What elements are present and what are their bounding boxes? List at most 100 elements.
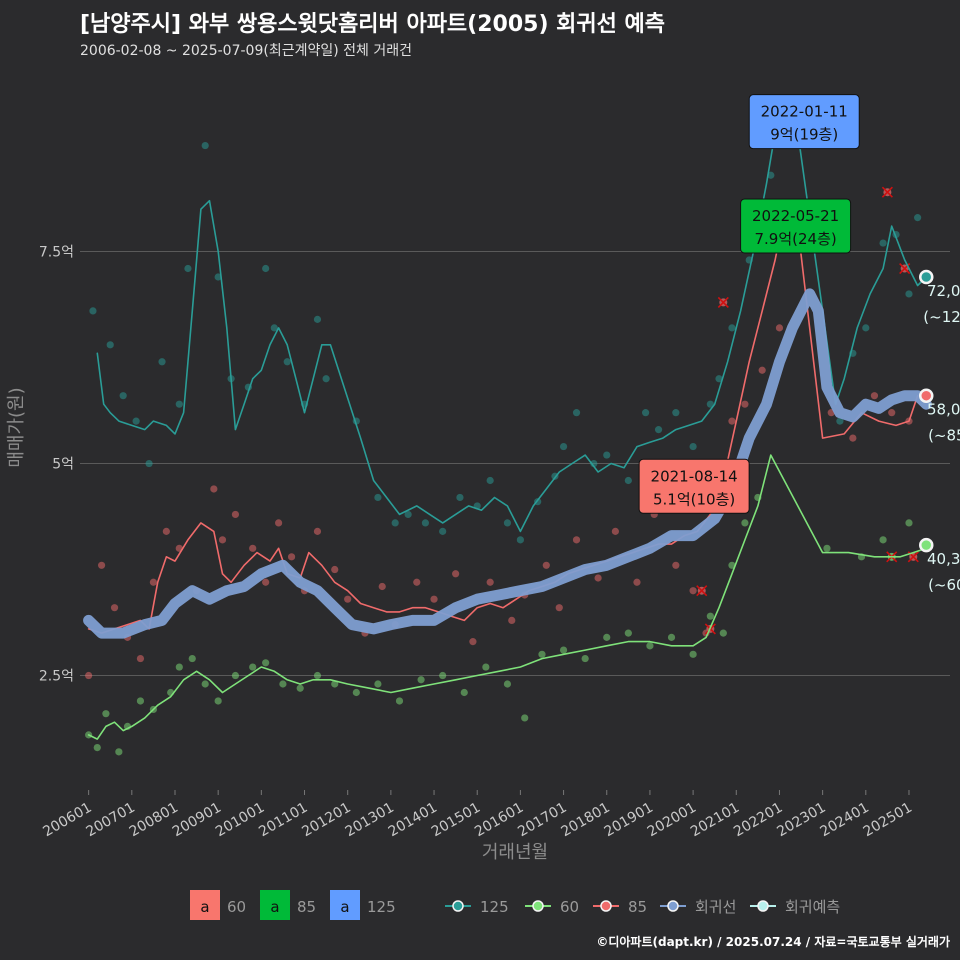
legend-text: 85 [628, 898, 647, 916]
scatter-point-125 [391, 519, 399, 527]
prediction-point [919, 388, 934, 403]
scatter-point-125 [283, 358, 291, 366]
scatter-point-85 [136, 654, 145, 663]
scatter-point-60 [482, 663, 490, 671]
scatter-point-85 [218, 536, 227, 544]
scatter-point-85 [249, 544, 257, 552]
x-tick-label: 202401 [818, 800, 872, 841]
x-tick-label: 202201 [731, 800, 785, 841]
legend-text: 60 [560, 898, 579, 916]
x-tick-label: 201701 [515, 800, 569, 841]
scatter-point-125 [214, 273, 222, 281]
scatter-point-85 [413, 578, 421, 586]
annotation-value: 9억(19층) [770, 126, 838, 144]
prediction-value: 40,375 [927, 550, 960, 568]
scatter-point-60 [279, 680, 287, 688]
x-tick-label: 202001 [645, 800, 699, 841]
scatter-point-125 [516, 536, 524, 544]
scatter-point-85 [741, 400, 749, 408]
legend-marker-회귀선 [667, 900, 679, 912]
legend-swatch-glyph: a [200, 898, 209, 916]
scatter-point-85 [162, 527, 170, 535]
scatter-point-85 [775, 324, 784, 332]
scatter-point-60 [395, 697, 404, 705]
scatter-point-60 [538, 650, 546, 658]
scatter-point-125 [905, 290, 913, 298]
scatter-point-125 [322, 375, 330, 383]
scatter-point-125 [486, 476, 494, 485]
annotation-value: 5.1억(10층) [653, 490, 735, 508]
scatter-point-125 [706, 400, 714, 408]
outlier-cross [881, 186, 893, 198]
prediction-value: 58,000 [927, 401, 960, 419]
chart-subtitle: 2006-02-08 ~ 2025-07-09(최근계약일) 전체 거래건 [80, 43, 412, 59]
x-tick-label: 201601 [472, 800, 526, 841]
scatter-point-60 [249, 663, 257, 671]
scatter-point-125 [715, 375, 723, 383]
x-tick-label: 201301 [343, 800, 397, 841]
scatter-point-125 [313, 315, 322, 323]
series-line-regression [83, 288, 932, 639]
scatter-point-85 [313, 527, 322, 535]
scatter-point-60 [646, 642, 654, 650]
x-tick-label: 202301 [774, 800, 828, 841]
scatter-point-60 [188, 654, 196, 663]
y-axis-title: 매매가(원) [6, 387, 27, 467]
scatter-point-60 [503, 680, 512, 688]
scatter-point-60 [231, 671, 240, 680]
scatter-point-125 [559, 442, 568, 451]
series-line-60 [87, 454, 928, 740]
x-tick-label: 200801 [127, 800, 181, 841]
prediction-point [919, 537, 934, 553]
scatter-point-85 [287, 553, 296, 561]
annotation-date: 2021-08-14 [651, 467, 738, 485]
scatter-point-60 [706, 612, 714, 620]
scatter-point-60 [823, 544, 831, 552]
legend-text: 125 [367, 898, 396, 916]
x-axis-title: 거래년월 [482, 842, 548, 863]
scatter-point-125 [503, 519, 512, 527]
y-tick-label: 2.5억 [39, 669, 74, 685]
scatter-point-85 [331, 565, 339, 574]
scatter-point-125 [262, 264, 270, 273]
scatter-point-125 [862, 324, 870, 332]
scatter-point-60 [460, 688, 468, 697]
y-tick-label: 7.5억 [39, 245, 74, 261]
scatter-point-85 [689, 587, 697, 595]
annotation-label: 2021-08-14 5.1억(10층) [638, 458, 750, 514]
scatter-point-85 [430, 595, 438, 603]
scatter-point-125 [439, 527, 447, 535]
scatter-point-60 [879, 536, 887, 544]
prediction-value: 72,000 [927, 282, 960, 300]
scatter-point-125 [572, 409, 581, 417]
scatter-point-85 [469, 638, 477, 646]
scatter-point-60 [719, 629, 727, 637]
x-tick-label: 200901 [170, 800, 224, 841]
scatter-point-60 [667, 633, 676, 641]
scatter-point-85 [594, 574, 602, 582]
scatter-point-85 [97, 561, 106, 569]
scatter-point-125 [654, 426, 663, 434]
annotation-value: 7.9억(24층) [754, 230, 836, 248]
scatter-point-125 [914, 214, 922, 222]
scatter-point-125 [184, 264, 192, 273]
legend-marker-85 [600, 900, 612, 912]
legend-marker-60 [532, 900, 544, 912]
legend-text: 125 [480, 898, 509, 916]
scatter-point-85 [344, 595, 352, 603]
scatter-point-85 [633, 578, 641, 586]
scatter-point-60 [905, 519, 913, 527]
outlier-cross [696, 585, 708, 597]
legend-marker-회귀예측 [757, 900, 769, 912]
scatter-point-85 [508, 616, 516, 625]
source-caption: ©디아파트(dapt.kr) / 2025.07.24 / 자료=국토교통부 실… [596, 935, 950, 949]
scatter-point-85 [85, 671, 93, 680]
annotation-box [638, 458, 750, 514]
annotation-date: 2022-05-21 [752, 207, 839, 225]
scatter-point-60 [136, 697, 145, 705]
scatter-point-125 [456, 493, 464, 502]
annotation-date: 2022-01-11 [761, 103, 848, 121]
prediction-area: (~60㎡) [928, 576, 960, 594]
scatter-point-85 [888, 409, 896, 417]
